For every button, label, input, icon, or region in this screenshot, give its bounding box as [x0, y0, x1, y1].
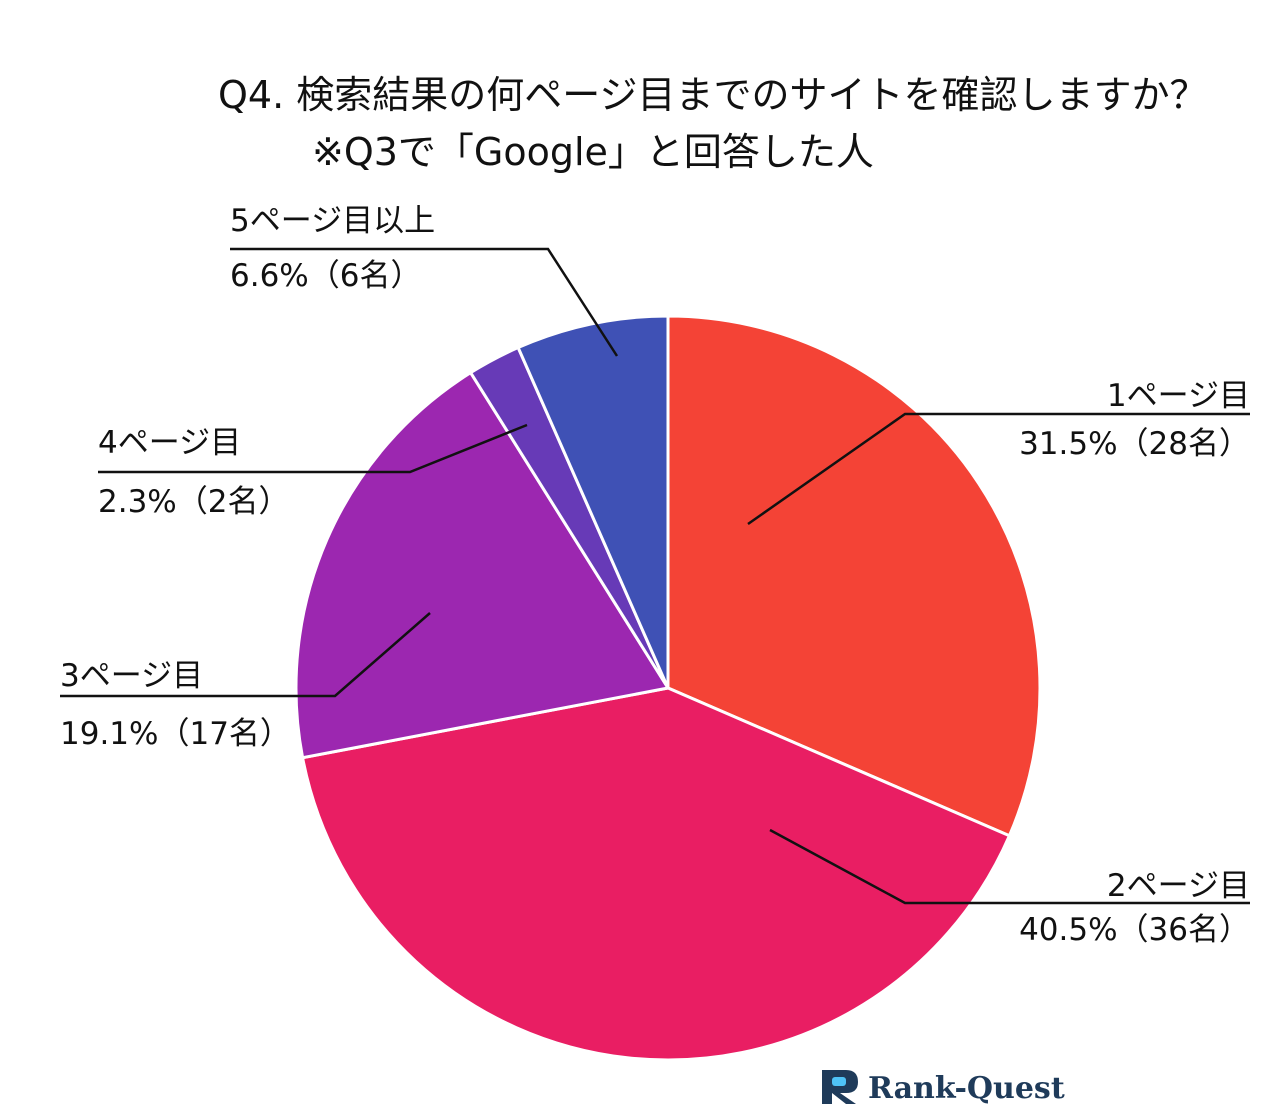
slice-value-label-3: 19.1%（17名） — [60, 716, 291, 752]
slice-value-label-5: 6.6%（6名） — [230, 258, 421, 294]
slice-value-label-2: 40.5%（36名） — [1019, 912, 1250, 948]
logo-r-shape — [822, 1070, 858, 1104]
logo-accent — [832, 1077, 846, 1086]
slice-label-2: 2ページ目 — [1107, 868, 1250, 904]
chart-title: Q4. 検索結果の何ページ目までのサイトを確認しますか？ — [218, 73, 1208, 117]
pie-slice-3 — [294, 370, 671, 760]
leader-line-1 — [747, 412, 1250, 526]
chart-subtitle: ※Q3で「Google」と回答した人 — [312, 130, 874, 174]
pie-slice-1 — [666, 314, 1042, 838]
pie-slice-5 — [516, 314, 670, 689]
leader-line-4 — [98, 423, 528, 474]
pie-slice-2 — [300, 686, 1012, 1062]
slice-value-label-4: 2.3%（2名） — [98, 484, 289, 520]
leader-lines — [60, 247, 1250, 905]
slice-label-5: 5ページ目以上 — [230, 203, 435, 239]
pie-slices — [294, 314, 1042, 1062]
slice-label-4: 4ページ目 — [98, 425, 241, 461]
leader-line-3 — [60, 612, 431, 698]
leader-line-5 — [230, 247, 619, 357]
slice-label-3: 3ページ目 — [60, 658, 203, 694]
leader-line-2 — [769, 828, 1250, 905]
slice-labels: 1ページ目 31.5%（28名） 2ページ目 40.5%（36名） 3ページ目 19.1%… — [60, 203, 1250, 948]
rank-quest-logo-icon — [822, 1070, 858, 1104]
brand-logo: Rank-Quest — [822, 1070, 1065, 1106]
slice-label-1: 1ページ目 — [1107, 378, 1250, 414]
slice-value-label-1: 31.5%（28名） — [1019, 426, 1250, 462]
brand-name: Rank-Quest — [868, 1071, 1065, 1106]
